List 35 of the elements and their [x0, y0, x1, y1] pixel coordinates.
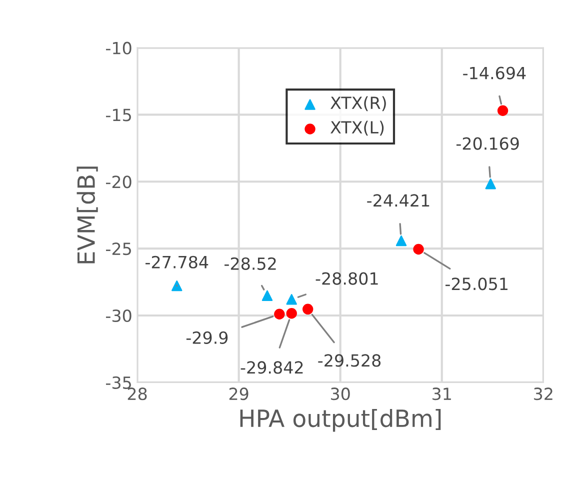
y-tick-label: -35 — [106, 376, 131, 389]
point — [302, 304, 314, 315]
data-label: -29.528 — [318, 354, 381, 367]
point — [497, 105, 508, 116]
y-tick-label: -30 — [106, 309, 132, 322]
point — [396, 235, 407, 246]
data-label: -25.051 — [446, 278, 508, 290]
data-label: -14.694 — [463, 66, 526, 80]
data-label: -27.784 — [146, 256, 208, 268]
point — [286, 294, 297, 305]
point — [274, 308, 285, 320]
point — [172, 280, 182, 292]
data-label: -29.9 — [186, 331, 228, 344]
x-tick-label: 32 — [534, 388, 552, 400]
y-tick-label: -10 — [106, 42, 132, 54]
x-tick-label: 29 — [229, 388, 248, 400]
legend-label: XTX(R) — [330, 96, 386, 112]
x-tick-label: 31 — [432, 388, 451, 400]
point — [286, 308, 297, 319]
data-label: -24.421 — [367, 194, 430, 207]
y-tick-label: -20 — [106, 176, 132, 188]
point — [485, 178, 496, 190]
data-label: -29.842 — [240, 361, 303, 374]
data-label: -28.801 — [316, 272, 378, 285]
y-tick-label: -25 — [106, 242, 131, 256]
data-label: -28.52 — [224, 257, 276, 270]
y-tick-label: -15 — [106, 108, 131, 122]
data-label: -20.169 — [456, 137, 519, 150]
x-tick-label: 30 — [331, 388, 350, 400]
y-axis-title: EVM[dB] — [76, 166, 98, 264]
legend-label: XTX(L) — [330, 120, 384, 136]
x-axis-title: HPA output[dBm] — [240, 408, 441, 432]
point — [262, 290, 273, 302]
point — [413, 244, 424, 255]
x-tick-label: 28 — [128, 388, 147, 400]
